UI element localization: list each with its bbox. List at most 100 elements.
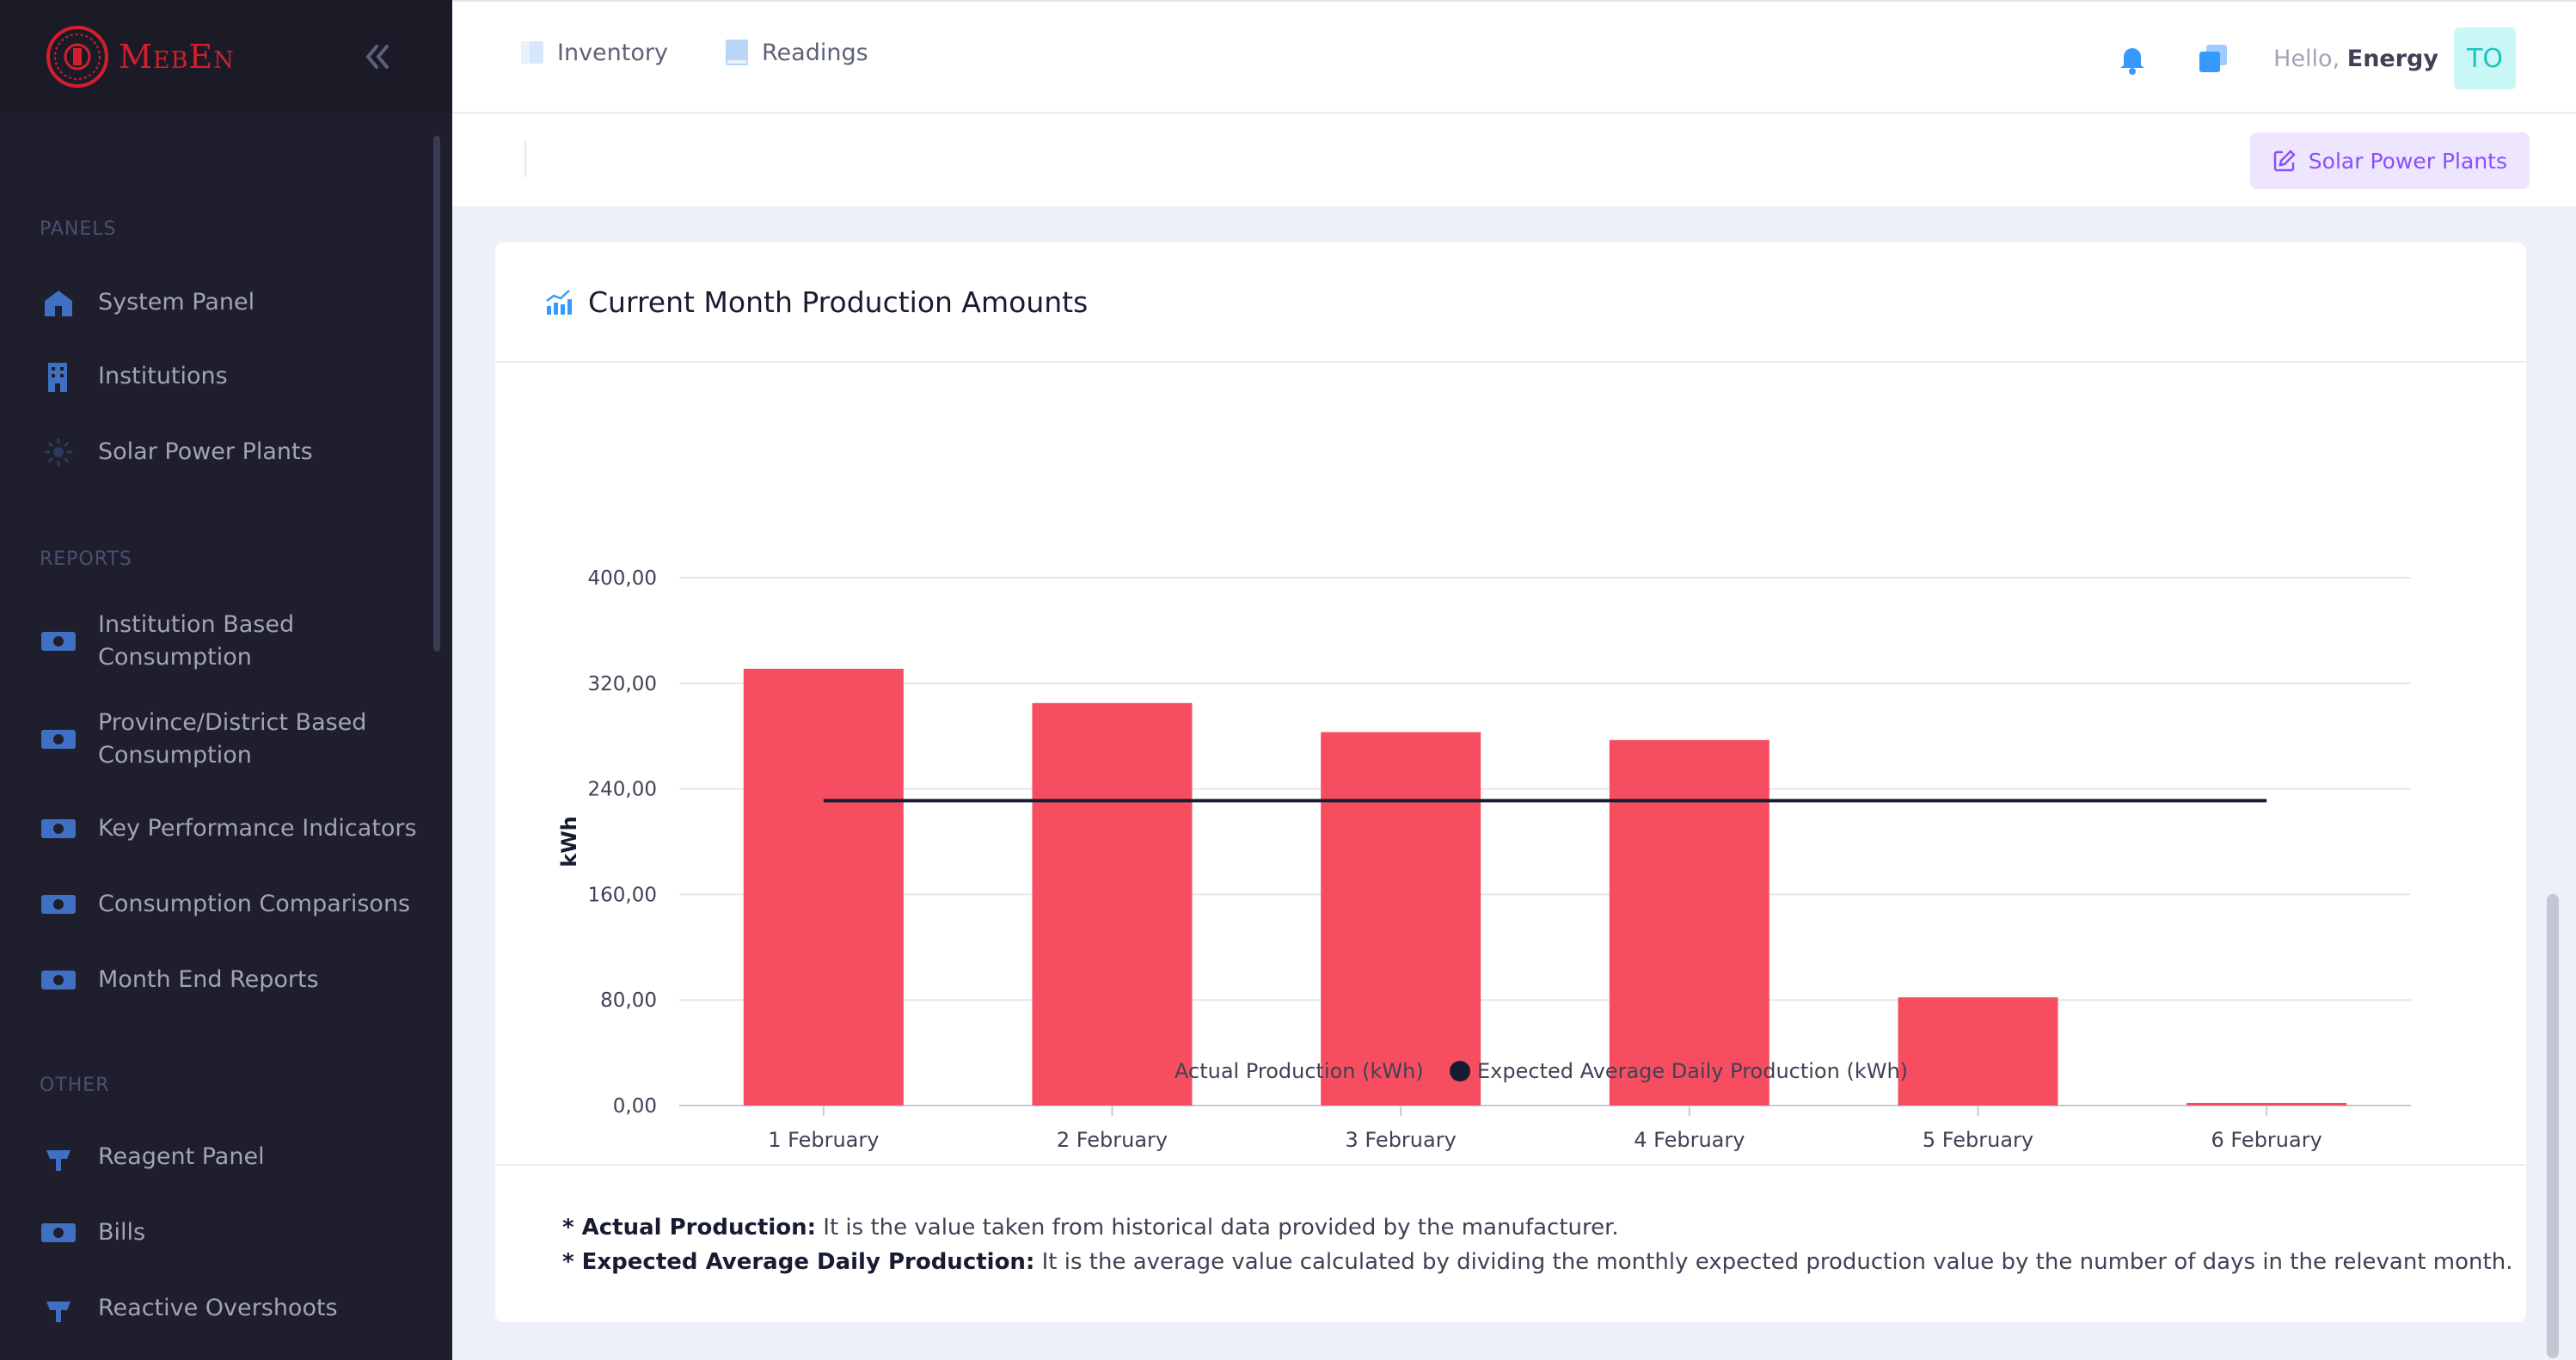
bar[interactable]	[1609, 739, 1769, 1106]
card-footnotes: * Actual Production: It is the value tak…	[495, 1164, 2526, 1279]
sidebar-item-label: Solar Power Plants	[98, 438, 313, 465]
production-card: Current Month Production Amounts 0,00 80,…	[495, 242, 2526, 1322]
tab-label: Readings	[762, 39, 868, 66]
footnote-text: It is the value taken from historical da…	[816, 1215, 1619, 1241]
layers-icon[interactable]	[2194, 40, 2232, 77]
footnote-actual: * Actual Production: It is the value tak…	[562, 1210, 2526, 1245]
bar[interactable]	[2187, 1102, 2347, 1106]
bar[interactable]	[1032, 702, 1193, 1106]
money-icon	[40, 1214, 77, 1252]
sidebar-item-label: Key Performance Indicators	[98, 815, 417, 842]
x-tick-label: 5 February	[1923, 1128, 2033, 1152]
footnote-expected: * Expected Average Daily Production: It …	[562, 1245, 2526, 1279]
y-axis-ticks: 0,00 80,00 160,00 240,00 320,00 400,00	[588, 567, 657, 1118]
book-icon	[726, 40, 748, 65]
brand-name: MebEn	[119, 38, 235, 76]
footnote-text: It is the average value calculated by di…	[1034, 1249, 2513, 1275]
subheader-divider	[524, 141, 526, 177]
sidebar-item-reactive-overshoots[interactable]: Reactive Overshoots	[40, 1290, 418, 1327]
chart-legend: Actual Production (kWh) Expected Average …	[1147, 1059, 1908, 1083]
sidebar-item-label: Reagent Panel	[98, 1143, 265, 1170]
money-icon	[40, 622, 77, 660]
sidebar-item-month-end-reports[interactable]: Month End Reports	[40, 961, 418, 999]
section-title-other: OTHER	[40, 1075, 110, 1096]
legend-label[interactable]: Expected Average Daily Production (kWh)	[1477, 1059, 1908, 1083]
sidebar-item-province-district-consumption[interactable]: Province/District Based Consumption	[40, 707, 418, 772]
bell-icon[interactable]	[2115, 41, 2150, 76]
user-avatar[interactable]: TO	[2454, 28, 2516, 89]
production-chart: 0,00 80,00 160,00 240,00 320,00 400,00 kWh 1 …	[557, 567, 2411, 1152]
sidebar-item-solar-power-plants[interactable]: Solar Power Plants	[40, 433, 418, 471]
sidebar-item-label: Institutions	[98, 363, 228, 389]
money-icon	[40, 720, 77, 758]
greeting-text: Hello,	[2273, 45, 2340, 72]
y-tick-label: 320,00	[588, 673, 657, 695]
card-title: Current Month Production Amounts	[588, 285, 1089, 319]
tab-readings[interactable]: Readings	[724, 38, 868, 67]
y-tick-label: 80,00	[600, 989, 657, 1012]
sidebar-scrollbar[interactable]	[433, 136, 440, 652]
x-tick-label: 1 February	[768, 1128, 879, 1152]
sidebar-item-label: Reactive Overshoots	[98, 1295, 338, 1321]
card-header: Current Month Production Amounts	[495, 242, 2526, 363]
x-tick-label: 4 February	[1634, 1128, 1745, 1152]
top-header: Inventory Readings Hello, Energy TO	[452, 0, 2576, 113]
y-axis-label: kWh	[557, 816, 581, 867]
sidebar-item-institutions[interactable]: Institutions	[40, 358, 418, 395]
y-tick-label: 400,00	[588, 567, 657, 590]
x-tick-label: 3 February	[1346, 1128, 1457, 1152]
sidebar-item-label: Month End Reports	[98, 966, 319, 993]
tab-inventory[interactable]: Inventory	[519, 38, 668, 67]
page-scrollbar[interactable]	[2547, 894, 2559, 1358]
bar[interactable]	[1321, 732, 1481, 1106]
plug-icon	[40, 1290, 77, 1327]
sidebar-item-key-performance-indicators[interactable]: Key Performance Indicators	[40, 810, 418, 848]
sidebar-item-reagent-panel[interactable]: Reagent Panel	[40, 1138, 418, 1176]
y-tick-label: 240,00	[588, 779, 657, 801]
footnote-term: * Expected Average Daily Production:	[562, 1249, 1035, 1275]
solar-power-plants-button[interactable]: Solar Power Plants	[2249, 132, 2530, 189]
y-tick-label: 160,00	[588, 884, 657, 906]
sidebar-item-system-panel[interactable]: System Panel	[40, 284, 418, 322]
x-tick-label: 6 February	[2211, 1128, 2322, 1152]
user-name: Energy	[2346, 45, 2438, 72]
y-tick-label: 0,00	[613, 1095, 657, 1118]
sidebar-brand: MebEn	[0, 0, 452, 112]
legend-marker[interactable]	[1450, 1061, 1470, 1081]
home-icon	[40, 284, 77, 322]
book-icon	[521, 41, 543, 64]
money-icon	[40, 961, 77, 999]
bar[interactable]	[1898, 997, 2058, 1106]
logo-emblem-icon	[46, 26, 108, 88]
section-title-panels: PANELS	[40, 218, 117, 240]
sidebar-item-label: Bills	[98, 1219, 146, 1246]
money-icon	[40, 810, 77, 848]
chart-grid	[679, 577, 2411, 1106]
button-label: Solar Power Plants	[2308, 148, 2507, 174]
legend-label[interactable]: Actual Production (kWh)	[1175, 1059, 1424, 1083]
sidebar-item-label: Consumption Comparisons	[98, 891, 411, 917]
sidebar-item-label: System Panel	[98, 289, 255, 315]
brand-logo[interactable]: MebEn	[45, 24, 235, 89]
tab-label: Inventory	[557, 39, 668, 66]
user-greeting: Hello, Energy	[2273, 46, 2438, 72]
section-title-reports: REPORTS	[40, 548, 132, 570]
money-icon	[40, 885, 77, 923]
sidebar-item-label: Province/District Based Consumption	[98, 709, 367, 769]
sidebar: MebEn PANELS System Panel Institutions S…	[0, 0, 452, 1360]
sun-icon	[40, 433, 77, 471]
building-icon	[40, 358, 77, 395]
sidebar-item-institution-based-consumption[interactable]: Institution Based Consumption	[40, 609, 418, 674]
sidebar-item-consumption-comparisons[interactable]: Consumption Comparisons	[40, 885, 418, 923]
plug-icon	[40, 1138, 77, 1176]
bar-series	[743, 668, 2347, 1106]
footnote-term: * Actual Production:	[562, 1215, 817, 1241]
sidebar-item-bills[interactable]: Bills	[40, 1214, 418, 1252]
legend-marker[interactable]	[1147, 1061, 1168, 1081]
subheader: Solar Power Plants	[452, 113, 2576, 206]
header-toolbar: Hello, Energy TO	[2115, 28, 2516, 89]
sidebar-item-label: Institution Based Consumption	[98, 611, 295, 671]
bar[interactable]	[743, 668, 904, 1106]
collapse-sidebar-icon[interactable]	[358, 38, 396, 76]
x-axis: 1 February 2 February 3 February 4 February…	[768, 1106, 2322, 1152]
